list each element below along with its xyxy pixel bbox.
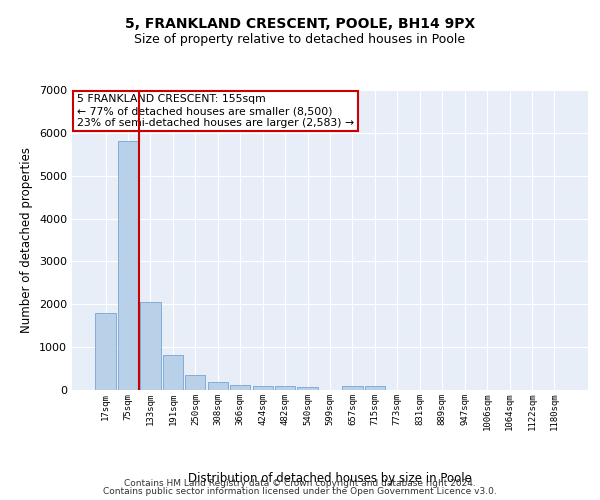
Bar xyxy=(208,382,228,390)
Bar xyxy=(365,386,385,390)
Bar xyxy=(253,386,273,390)
Bar xyxy=(140,302,161,390)
Bar xyxy=(163,355,183,390)
Y-axis label: Number of detached properties: Number of detached properties xyxy=(20,147,34,333)
Bar xyxy=(185,376,205,390)
Bar xyxy=(275,386,295,390)
Bar xyxy=(230,385,250,390)
Text: Contains HM Land Registry data © Crown copyright and database right 2024.: Contains HM Land Registry data © Crown c… xyxy=(124,478,476,488)
Text: 5, FRANKLAND CRESCENT, POOLE, BH14 9PX: 5, FRANKLAND CRESCENT, POOLE, BH14 9PX xyxy=(125,18,475,32)
Bar xyxy=(343,386,362,390)
X-axis label: Distribution of detached houses by size in Poole: Distribution of detached houses by size … xyxy=(188,472,472,485)
Text: Size of property relative to detached houses in Poole: Size of property relative to detached ho… xyxy=(134,32,466,46)
Bar xyxy=(118,142,138,390)
Text: Contains public sector information licensed under the Open Government Licence v3: Contains public sector information licen… xyxy=(103,487,497,496)
Bar xyxy=(95,313,116,390)
Bar xyxy=(298,387,317,390)
Text: 5 FRANKLAND CRESCENT: 155sqm
← 77% of detached houses are smaller (8,500)
23% of: 5 FRANKLAND CRESCENT: 155sqm ← 77% of de… xyxy=(77,94,354,128)
